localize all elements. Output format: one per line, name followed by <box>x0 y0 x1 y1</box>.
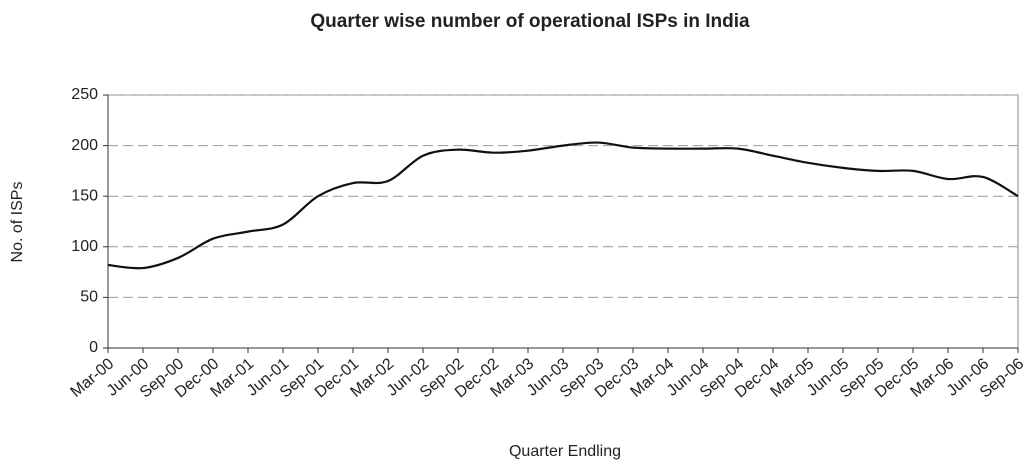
y-tick-label: 100 <box>71 238 98 255</box>
plot-area <box>107 94 1019 349</box>
y-tick-label: 250 <box>71 86 98 103</box>
y-tick-label: 50 <box>80 289 98 306</box>
y-tick-label: 200 <box>71 137 98 154</box>
y-tick-label: 150 <box>71 187 98 204</box>
data-line <box>107 141 1019 270</box>
y-axis-label: No. of ISPs <box>9 182 26 263</box>
chart-title: Quarter wise number of operational ISPs … <box>310 11 750 32</box>
x-axis-label: Quarter Endling <box>509 443 621 460</box>
y-tick-label: 0 <box>89 339 98 356</box>
